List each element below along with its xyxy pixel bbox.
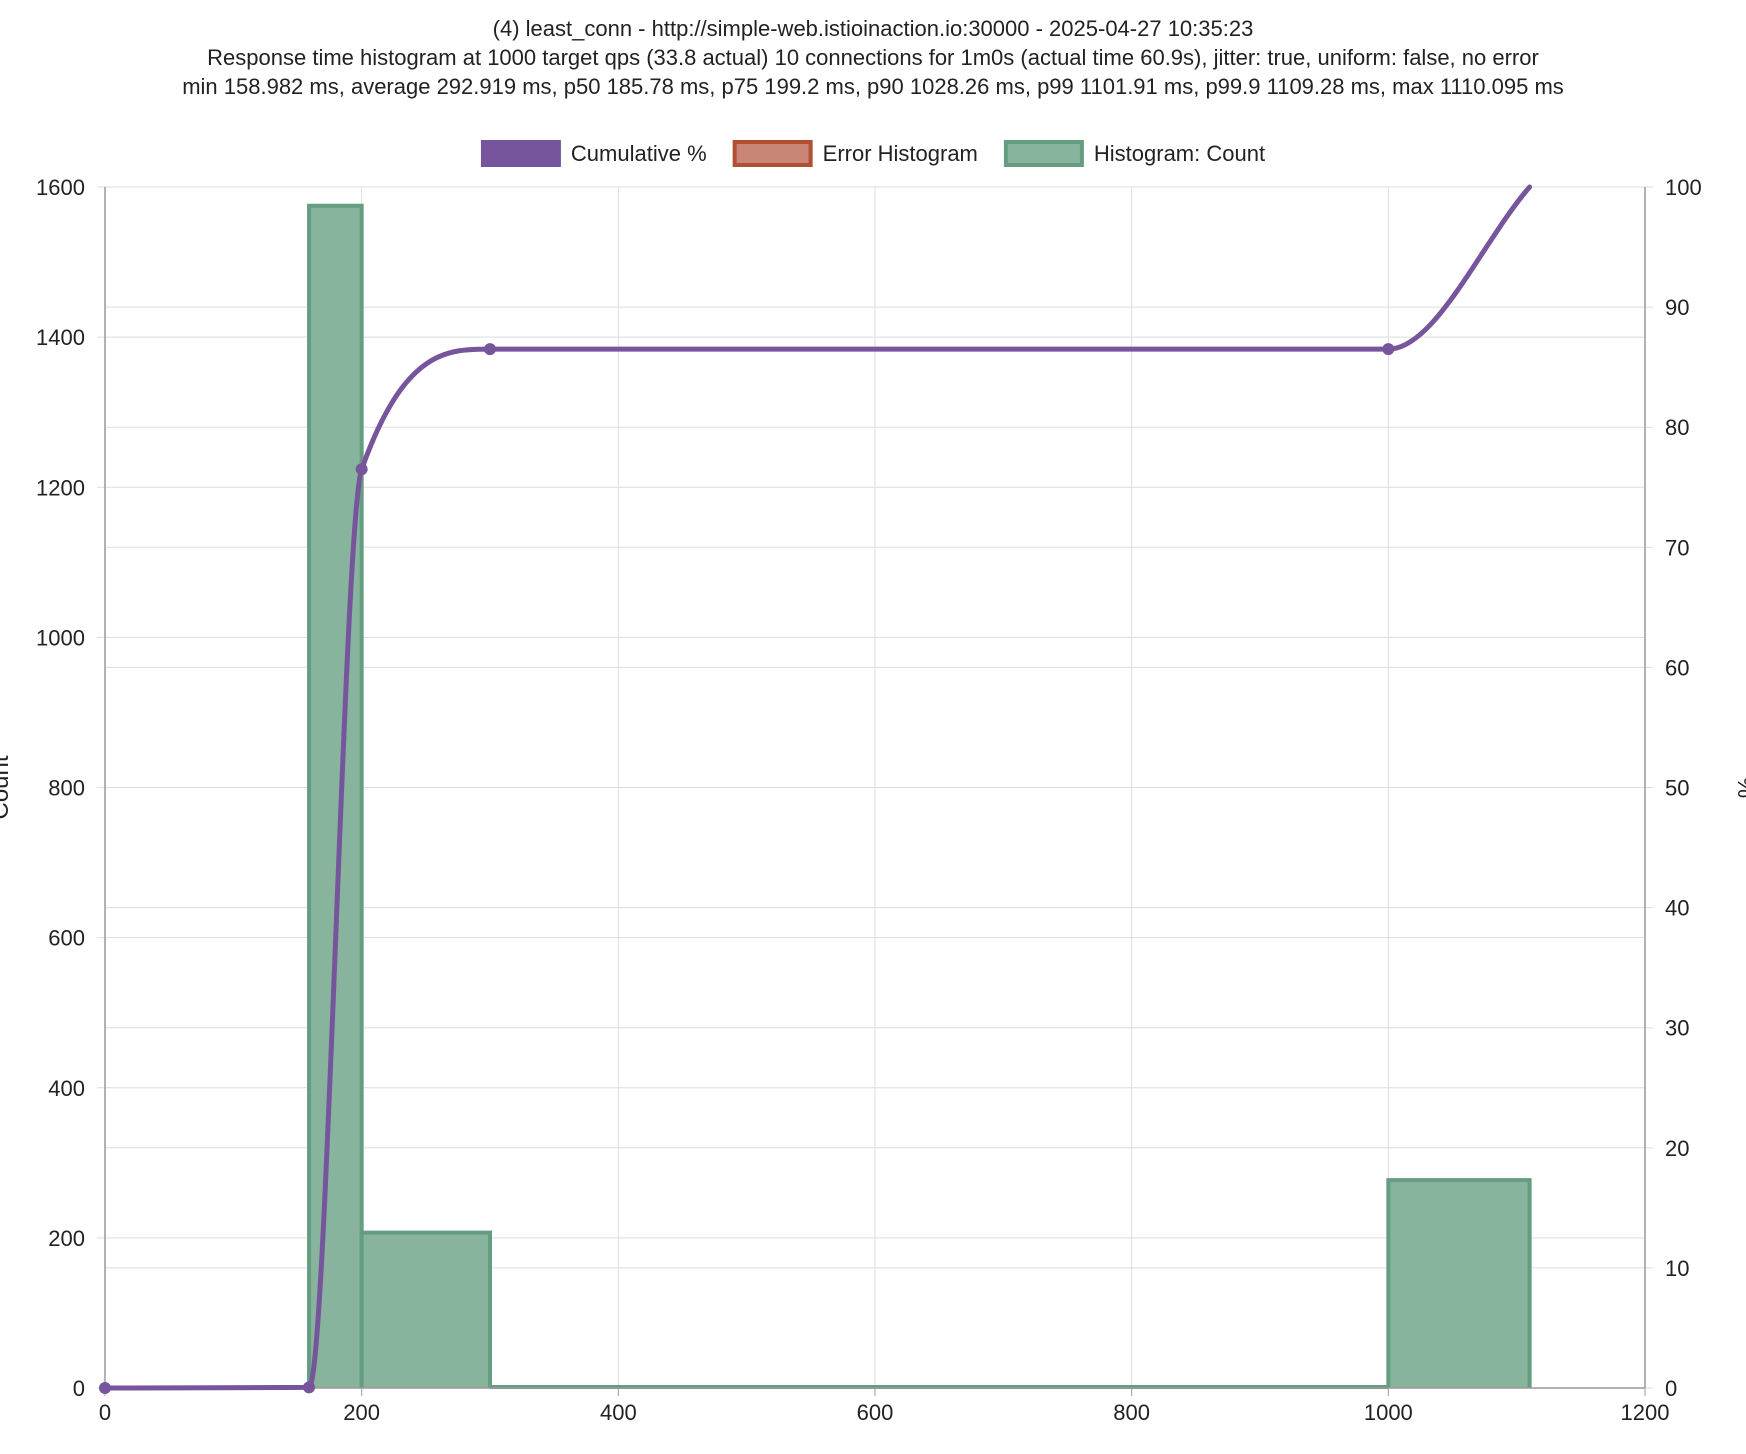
- y-right-tick-label: 60: [1665, 655, 1689, 680]
- legend-swatch-error: [732, 140, 813, 167]
- chart-stats-line: min 158.982 ms, average 292.919 ms, p50 …: [182, 74, 1564, 99]
- y-right-tick-label: 10: [1665, 1256, 1689, 1281]
- y-left-axis-title: Count: [0, 755, 14, 819]
- legend-label-error: Error Histogram: [823, 141, 978, 166]
- cumulative-point: [303, 1381, 316, 1394]
- y-right-tick-label: 50: [1665, 776, 1689, 801]
- legend-item-cumulative[interactable]: Cumulative %: [480, 140, 707, 167]
- y-right-tick-label: 30: [1665, 1016, 1689, 1041]
- y-left-tick-label: 600: [48, 926, 85, 951]
- legend-label-histogram: Histogram: Count: [1094, 141, 1265, 166]
- y-left-tick-label: 400: [48, 1076, 85, 1101]
- axes: 0 200 400 600 800 1000 12000200400600800100012…: [0, 175, 1746, 1425]
- y-left-tick-label: 1400: [36, 325, 85, 350]
- y-right-tick-label: 90: [1665, 295, 1689, 320]
- cumulative-line-layer: [99, 184, 1533, 1394]
- x-tick-label: 200: [343, 1400, 380, 1425]
- grid-lines: [97, 186, 1653, 1389]
- legend-swatch-cumulative: [480, 140, 561, 167]
- legend-item-histogram[interactable]: Histogram: Count: [1003, 140, 1265, 167]
- legend[interactable]: Cumulative % Error Histogram Histogram: Co…: [480, 140, 1265, 167]
- chart-titles: (4) least_conn - http://simple-web.istio…: [0, 14, 1746, 101]
- histogram-bar: [1388, 1180, 1530, 1388]
- histogram-bar-border: [1386, 1178, 1532, 1388]
- y-right-tick-label: 20: [1665, 1136, 1689, 1161]
- histogram-bar-border: [307, 203, 364, 1388]
- x-tick-label: 1000: [1364, 1400, 1413, 1425]
- x-tick-label: 600: [857, 1400, 894, 1425]
- y-left-tick-label: 800: [48, 776, 85, 801]
- y-right-axis-title: %: [1732, 777, 1746, 798]
- x-tick-label: 800: [1113, 1400, 1150, 1425]
- cumulative-point: [484, 343, 496, 356]
- cumulative-point: [99, 1382, 111, 1394]
- y-right-tick-label: 70: [1665, 535, 1689, 560]
- histogram-bars: [307, 203, 1532, 1389]
- y-left-tick-label: 1200: [36, 475, 85, 500]
- y-left-tick-label: 1000: [36, 625, 85, 650]
- y-right-tick-label: 100: [1665, 175, 1702, 200]
- cumulative-line: [102, 184, 1533, 1391]
- chart-title: (4) least_conn - http://simple-web.istio…: [492, 16, 1254, 41]
- y-right-tick-label: 80: [1665, 415, 1689, 440]
- y-right-tick-label: 40: [1665, 896, 1689, 921]
- x-tick-label: 0: [99, 1400, 111, 1425]
- chart-subtitle: Response time histogram at 1000 target q…: [207, 45, 1539, 70]
- histogram-bar: [361, 1232, 490, 1388]
- x-tick-label: 1200: [1621, 1400, 1670, 1425]
- cumulative-point: [1382, 343, 1395, 356]
- histogram-bar: [309, 205, 362, 1388]
- legend-item-error[interactable]: Error Histogram: [732, 140, 978, 167]
- histogram-bar-border: [359, 1230, 492, 1388]
- y-left-tick-label: 200: [48, 1226, 85, 1251]
- legend-label-cumulative: Cumulative %: [571, 141, 707, 166]
- x-tick-label: 400: [600, 1400, 637, 1425]
- cumulative-point: [355, 463, 368, 476]
- y-right-tick-label: 0: [1665, 1376, 1677, 1401]
- y-left-tick-label: 0: [73, 1376, 85, 1401]
- y-left-tick-label: 1600: [36, 175, 85, 200]
- legend-swatch-histogram: [1003, 140, 1084, 167]
